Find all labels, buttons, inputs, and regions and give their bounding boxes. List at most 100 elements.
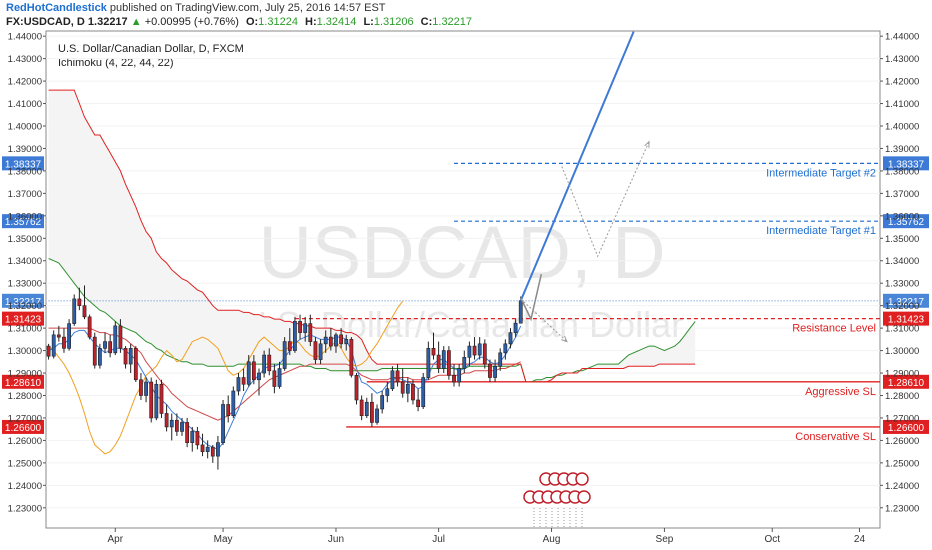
candle-body[interactable] bbox=[236, 377, 241, 392]
candle-body[interactable] bbox=[149, 381, 154, 419]
candle-body[interactable] bbox=[293, 321, 297, 351]
candle-body[interactable] bbox=[205, 446, 210, 452]
candle-body[interactable] bbox=[405, 383, 410, 394]
candle-body[interactable] bbox=[123, 348, 128, 365]
candle-body[interactable] bbox=[257, 372, 261, 381]
dotted-path[interactable] bbox=[520, 298, 568, 342]
candle-body[interactable] bbox=[221, 404, 225, 443]
candle-body[interactable] bbox=[82, 305, 87, 318]
candle-body[interactable] bbox=[395, 370, 400, 383]
candle-body[interactable] bbox=[446, 350, 451, 376]
candle-body[interactable] bbox=[62, 336, 66, 349]
candle-body[interactable] bbox=[431, 348, 436, 356]
candle-body[interactable] bbox=[246, 361, 251, 385]
candle-body[interactable] bbox=[339, 334, 343, 345]
candle-body[interactable] bbox=[133, 348, 138, 381]
candle-body[interactable] bbox=[503, 343, 508, 354]
candle-body[interactable] bbox=[513, 322, 518, 333]
candle-body[interactable] bbox=[195, 431, 200, 446]
symbol-label[interactable]: FX:USDCAD, D bbox=[6, 16, 85, 28]
candle-body[interactable] bbox=[298, 321, 302, 333]
candle-body[interactable] bbox=[46, 345, 51, 357]
candle-body[interactable] bbox=[154, 383, 159, 419]
candle-body[interactable] bbox=[103, 341, 107, 349]
candle-body[interactable] bbox=[200, 444, 205, 452]
candle-body[interactable] bbox=[67, 323, 71, 349]
candle-body[interactable] bbox=[113, 325, 118, 354]
candle-body[interactable] bbox=[308, 323, 313, 342]
candle-body[interactable] bbox=[328, 336, 333, 347]
candle-body[interactable] bbox=[436, 354, 441, 369]
candle-body[interactable] bbox=[375, 408, 379, 423]
candle-body[interactable] bbox=[421, 377, 426, 408]
event-marker-icon[interactable] bbox=[577, 490, 591, 504]
candle-body[interactable] bbox=[411, 383, 415, 401]
candle-body[interactable] bbox=[508, 332, 513, 345]
candle-body[interactable] bbox=[272, 370, 277, 387]
candle-body[interactable] bbox=[174, 419, 179, 432]
candle-body[interactable] bbox=[313, 341, 318, 360]
candle-body[interactable] bbox=[498, 352, 503, 367]
candle-body[interactable] bbox=[267, 354, 272, 372]
candle-body[interactable] bbox=[349, 339, 354, 376]
projection-line[interactable] bbox=[519, 31, 635, 302]
event-marker-icon[interactable] bbox=[575, 472, 589, 486]
author-link[interactable]: RedHotCandlestick bbox=[6, 2, 107, 14]
candle-body[interactable] bbox=[108, 341, 113, 354]
candle-body[interactable] bbox=[72, 298, 77, 324]
events-icons[interactable] bbox=[523, 472, 591, 528]
candle-body[interactable] bbox=[400, 381, 405, 394]
candle-body[interactable] bbox=[216, 442, 220, 457]
candle-body[interactable] bbox=[185, 422, 190, 443]
candle-body[interactable] bbox=[51, 334, 56, 357]
candle-body[interactable] bbox=[318, 343, 323, 360]
candle-body[interactable] bbox=[323, 336, 328, 345]
candle-body[interactable] bbox=[97, 348, 102, 366]
candle-body[interactable] bbox=[493, 366, 497, 378]
candle-body[interactable] bbox=[144, 381, 148, 396]
candle-body[interactable] bbox=[56, 334, 61, 338]
candle-body[interactable] bbox=[139, 379, 143, 396]
candle-body[interactable] bbox=[441, 350, 446, 369]
candle-body[interactable] bbox=[251, 361, 256, 381]
candle-body[interactable] bbox=[364, 401, 369, 417]
zigzag-path[interactable] bbox=[520, 274, 543, 322]
candle-body[interactable] bbox=[262, 354, 267, 374]
candle-body[interactable] bbox=[385, 388, 390, 396]
candle-body[interactable] bbox=[77, 298, 82, 306]
candle-body[interactable] bbox=[87, 316, 92, 338]
candle-body[interactable] bbox=[190, 431, 195, 443]
candle-body[interactable] bbox=[159, 383, 164, 414]
candle-body[interactable] bbox=[344, 339, 349, 345]
candle-body[interactable] bbox=[467, 345, 472, 358]
candle-body[interactable] bbox=[416, 399, 420, 408]
candle-body[interactable] bbox=[488, 363, 492, 378]
candle-body[interactable] bbox=[472, 345, 477, 356]
candle-body[interactable] bbox=[303, 323, 308, 333]
candle-body[interactable] bbox=[354, 374, 359, 401]
candle-body[interactable] bbox=[390, 370, 395, 390]
dotted-path[interactable] bbox=[561, 141, 650, 258]
candle-body[interactable] bbox=[477, 343, 482, 356]
candle-body[interactable] bbox=[287, 341, 292, 351]
candle-body[interactable] bbox=[277, 368, 282, 387]
candle-body[interactable] bbox=[226, 404, 231, 417]
candle-body[interactable] bbox=[482, 343, 487, 365]
candle-body[interactable] bbox=[359, 399, 364, 417]
candle-body[interactable] bbox=[518, 300, 523, 324]
candle-body[interactable] bbox=[457, 368, 462, 383]
candle-body[interactable] bbox=[241, 377, 246, 385]
candle-body[interactable] bbox=[334, 334, 338, 347]
candle-body[interactable] bbox=[92, 336, 97, 366]
candle-body[interactable] bbox=[128, 348, 133, 365]
candle-body[interactable] bbox=[370, 401, 374, 423]
candle-body[interactable] bbox=[164, 413, 169, 428]
candle-body[interactable] bbox=[380, 395, 385, 410]
candle-body[interactable] bbox=[210, 446, 215, 457]
candle-body[interactable] bbox=[452, 374, 456, 383]
candle-body[interactable] bbox=[118, 325, 123, 349]
candle-body[interactable] bbox=[282, 341, 287, 369]
candle-body[interactable] bbox=[169, 419, 174, 428]
candle-body[interactable] bbox=[231, 390, 236, 417]
